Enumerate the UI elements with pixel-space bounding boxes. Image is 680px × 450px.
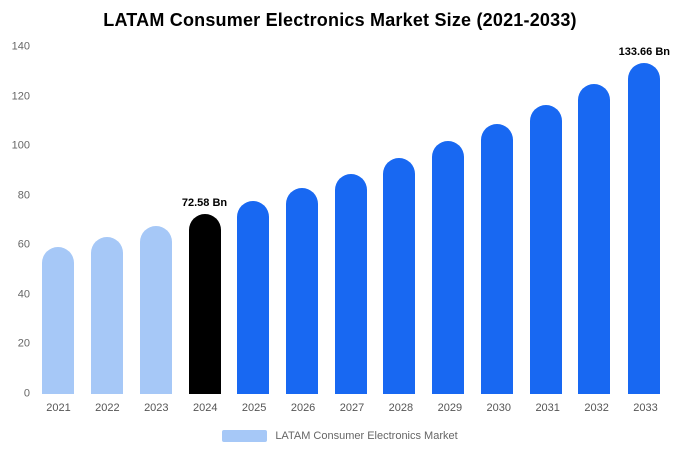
bar-2026 [285, 188, 318, 394]
bars-row: 72.58 Bn 133.66 Bn [34, 45, 670, 394]
y-tick-label: 60 [17, 238, 30, 251]
y-tick-label: 20 [17, 337, 30, 350]
bar-2031 [529, 104, 562, 394]
bar-slot [278, 47, 327, 394]
bar-slot [34, 47, 83, 394]
x-axis-label: 2022 [95, 402, 120, 414]
bar-slot [83, 47, 132, 394]
y-tick-label: 80 [17, 189, 30, 202]
bar-2023 [139, 225, 172, 394]
x-axis-label: 2023 [144, 402, 169, 414]
bar-slot [229, 47, 278, 394]
bar-slot [326, 47, 375, 394]
bar-2022 [91, 236, 124, 394]
x-axis-label: 2030 [486, 402, 511, 414]
x-axis-label: 2026 [290, 402, 316, 414]
y-tick-label: 120 [11, 90, 30, 103]
bar-slot [424, 47, 473, 394]
bar-value-label: 72.58 Bn [181, 196, 228, 209]
bar-2025 [237, 201, 270, 394]
x-axis-label: 2027 [339, 402, 365, 414]
bar-slot: 133.66 Bn [618, 45, 670, 394]
y-axis: 0 20 40 60 80 100 120 140 [6, 41, 34, 399]
legend-label: LATAM Consumer Electronics Market [275, 430, 458, 442]
x-axis-label: 2021 [46, 402, 71, 414]
bar-2024 [188, 214, 221, 394]
bar-value-label: 133.66 Bn [618, 45, 670, 58]
bar-slot: 72.58 Bn [180, 47, 229, 394]
y-tick-label: 0 [23, 387, 30, 400]
x-axis-label: 2024 [192, 402, 218, 414]
x-axis-label: 2028 [388, 402, 414, 414]
legend-swatch [222, 430, 268, 442]
plot-area: 72.58 Bn 133.66 Bn 2021 2022 2023 2024 2025 20… [34, 45, 670, 414]
bar-2029 [432, 141, 465, 394]
x-axis-label: 2029 [437, 402, 463, 414]
x-axis-label: 2033 [633, 402, 658, 414]
bar-slot [375, 47, 424, 394]
x-axis-label: 2025 [241, 402, 267, 414]
bar-2021 [42, 247, 75, 394]
bar-2030 [480, 123, 513, 394]
bar-2027 [334, 173, 367, 394]
chart-title: LATAM Consumer Electronics Market Size (… [103, 10, 577, 30]
bar-2028 [383, 158, 416, 394]
legend: LATAM Consumer Electronics Market [0, 430, 680, 442]
y-tick-label: 40 [17, 288, 30, 301]
bar-slot [472, 47, 521, 394]
y-tick-label: 100 [11, 139, 30, 152]
bar-slot [131, 47, 180, 394]
x-axis: 2021 2022 2023 2024 2025 2026 2027 2028 2029 2030… [34, 402, 670, 414]
y-tick-label: 140 [11, 40, 30, 53]
chart-body: 0 20 40 60 80 100 120 140 72.58 Bn 133.66 Bn 202… [6, 41, 670, 414]
bar-2032 [578, 84, 611, 394]
bar-slot [570, 47, 619, 394]
bar-2033 [628, 62, 661, 394]
x-axis-label: 2032 [584, 402, 609, 414]
bar-slot [521, 47, 570, 394]
x-axis-label: 2031 [535, 402, 560, 414]
